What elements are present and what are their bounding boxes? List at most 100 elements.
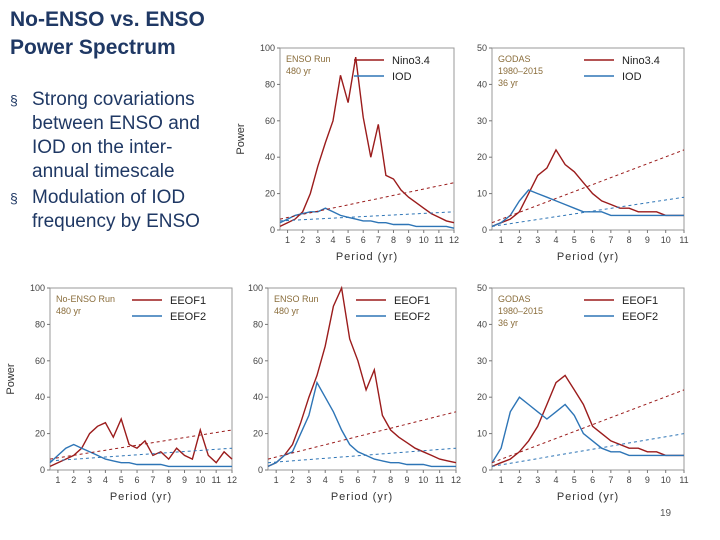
- x-tick-label: 6: [135, 475, 140, 485]
- x-tick-label: 11: [434, 235, 443, 245]
- chart-annotation: GODAS: [498, 294, 531, 304]
- x-tick-label: 2: [300, 235, 305, 245]
- x-tick-label: 2: [517, 235, 522, 245]
- chart-annotation: 36 yr: [498, 318, 518, 328]
- y-tick-label: 0: [482, 225, 487, 235]
- y-tick-label: 20: [253, 429, 263, 439]
- series-line: [49, 443, 232, 468]
- x-tick-label: 8: [627, 235, 632, 245]
- significance-line: [491, 433, 685, 467]
- y-tick-label: 100: [248, 283, 263, 293]
- legend-label: Nino3.4: [622, 55, 660, 67]
- x-tick-label: 7: [608, 475, 613, 485]
- bullet-line: IOD on the inter-: [32, 137, 173, 158]
- x-tick-label: 1: [55, 475, 60, 485]
- x-tick-label: 9: [645, 235, 650, 245]
- y-tick-label: 40: [477, 79, 487, 89]
- significance-line: [279, 211, 455, 222]
- y-tick-label: 40: [265, 152, 275, 162]
- series-line: [491, 374, 684, 468]
- y-tick-label: 20: [35, 429, 45, 439]
- chart-annotation: 480 yr: [286, 66, 311, 76]
- legend-label: EEOF2: [394, 311, 430, 323]
- bullet-item: § Strong covariations between ENSO and I…: [10, 88, 235, 184]
- slide-title: No-ENSO vs. ENSO Power Spectrum: [10, 6, 230, 62]
- y-tick-label: 0: [270, 225, 275, 235]
- chart-svg: 0 10 20 30 40 50 1 2 3 4 5 6 7 8 9 10 11 Period (yr) GODAS…: [477, 43, 689, 263]
- chart-annotation: No-ENSO Run: [56, 294, 115, 304]
- x-tick-label: 3: [535, 475, 540, 485]
- bullet-line: Modulation of IOD: [32, 187, 186, 208]
- x-tick-label: 8: [391, 235, 396, 245]
- y-tick-label: 40: [477, 319, 487, 329]
- chart-annotation: 36 yr: [498, 78, 518, 88]
- x-tick-label: 10: [418, 475, 428, 485]
- x-axis-label: Period (yr): [331, 491, 393, 503]
- x-tick-label: 3: [306, 475, 311, 485]
- x-tick-label: 4: [553, 475, 558, 485]
- y-axis-label: Power: [5, 363, 17, 395]
- chart-annotation: GODAS: [498, 54, 531, 64]
- y-tick-label: 20: [477, 392, 487, 402]
- x-tick-label: 11: [435, 475, 444, 485]
- chart-annotation: ENSO Run: [274, 294, 319, 304]
- y-tick-label: 40: [253, 392, 263, 402]
- slide-title-line-2: Power Spectrum: [10, 36, 176, 59]
- y-tick-label: 60: [265, 116, 275, 126]
- chart-godas-eeof: 0 10 20 30 40 50 1 2 3 4 5 6 7 8 9 10 11 Period (yr) GODAS…: [462, 280, 692, 512]
- significance-line: [491, 149, 685, 224]
- y-tick-label: 80: [35, 319, 45, 329]
- bullet-line: between ENSO and: [32, 113, 200, 134]
- y-tick-label: 0: [482, 465, 487, 475]
- y-axis-label: Power: [235, 123, 247, 155]
- significance-line: [279, 182, 455, 220]
- chart-annotation: 1980–2015: [498, 306, 543, 316]
- series-line: [279, 56, 455, 228]
- x-axis-label: Period (yr): [557, 251, 619, 263]
- x-tick-label: 1: [499, 475, 504, 485]
- bullet-item: § Modulation of IOD frequency by ENSO: [10, 186, 235, 234]
- x-tick-label: 11: [679, 475, 688, 485]
- x-tick-label: 4: [103, 475, 108, 485]
- x-tick-label: 6: [355, 475, 360, 485]
- x-axis-label: Period (yr): [110, 491, 172, 503]
- chart-annotation: ENSO Run: [286, 54, 331, 64]
- x-tick-label: 5: [119, 475, 124, 485]
- series-line: [49, 416, 233, 468]
- y-tick-label: 20: [477, 152, 487, 162]
- x-tick-label: 6: [590, 235, 595, 245]
- significance-line: [49, 447, 233, 462]
- legend-label: Nino3.4: [392, 55, 430, 67]
- y-tick-label: 80: [265, 79, 275, 89]
- chart-svg: 0 10 20 30 40 50 1 2 3 4 5 6 7 8 9 10 11 Period (yr) GODAS…: [477, 283, 689, 503]
- series-line: [267, 285, 457, 468]
- bullet-line: frequency by ENSO: [32, 211, 200, 232]
- x-tick-label: 5: [572, 475, 577, 485]
- y-tick-label: 0: [40, 465, 45, 475]
- legend-label: EEOF1: [394, 295, 430, 307]
- plot-frame: [491, 47, 685, 231]
- x-tick-label: 10: [661, 235, 671, 245]
- x-tick-label: 10: [419, 235, 429, 245]
- chart-annotation: 1980–2015: [498, 66, 543, 76]
- x-tick-label: 1: [499, 235, 504, 245]
- x-tick-label: 2: [71, 475, 76, 485]
- bullet-marker-icon: §: [10, 92, 18, 108]
- y-tick-label: 60: [35, 356, 45, 366]
- y-tick-label: 40: [35, 392, 45, 402]
- bullet-list: § Strong covariations between ENSO and I…: [10, 88, 235, 236]
- bullet-line: annual timescale: [32, 161, 175, 182]
- legend-label: EEOF1: [622, 295, 658, 307]
- series-line: [491, 396, 684, 464]
- x-tick-label: 9: [182, 475, 187, 485]
- x-tick-label: 6: [590, 475, 595, 485]
- x-tick-label: 12: [451, 475, 461, 485]
- legend-label: EEOF2: [622, 311, 658, 323]
- x-tick-label: 11: [679, 235, 688, 245]
- x-axis-label: Period (yr): [336, 251, 398, 263]
- plot-frame: [279, 47, 455, 231]
- x-tick-label: 4: [330, 235, 335, 245]
- bullet-line: Strong covariations: [32, 89, 195, 110]
- y-tick-label: 100: [260, 43, 275, 53]
